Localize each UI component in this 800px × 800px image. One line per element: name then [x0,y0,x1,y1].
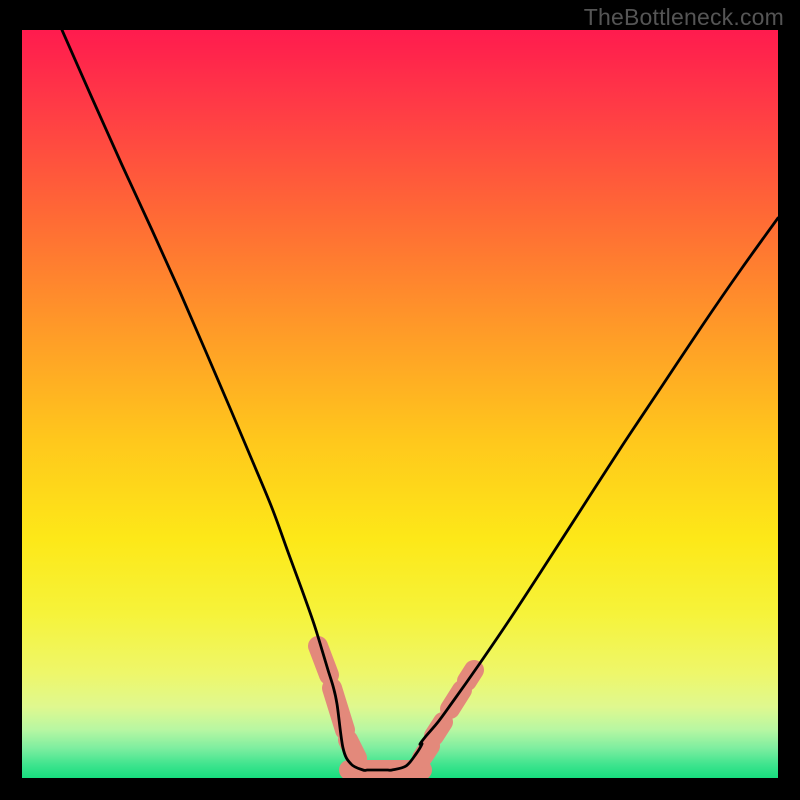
watermark-text: TheBottleneck.com [584,4,784,31]
gradient-background [22,30,778,778]
guide-segment [422,746,430,758]
outer-frame: TheBottleneck.com [0,0,800,800]
plot-area [22,30,778,778]
guide-segment [348,740,357,758]
plot-svg [22,30,778,778]
